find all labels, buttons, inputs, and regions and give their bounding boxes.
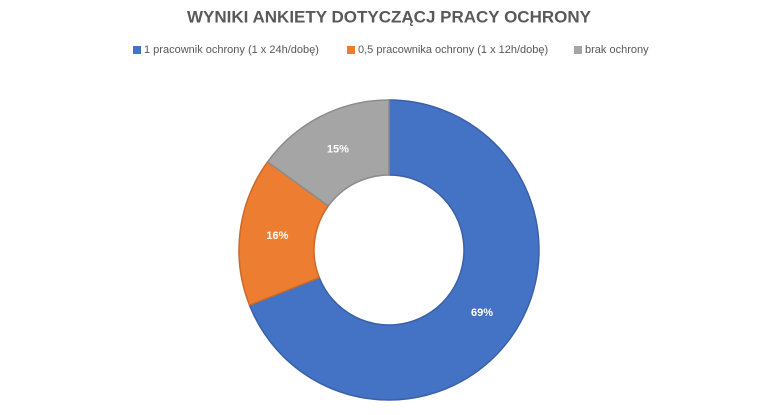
- value-label: 15%: [327, 144, 349, 156]
- value-label: 16%: [266, 230, 288, 242]
- donut-slice: [266, 99, 390, 207]
- legend-label: 1 pracownik ochrony (1 x 24h/dobę): [144, 44, 319, 56]
- donut-slice: [248, 99, 540, 401]
- legend-label: brak ochrony: [585, 44, 649, 56]
- legend-label: 0,5 pracownika ochrony (1 x 12h/dobę): [358, 44, 548, 56]
- legend-swatch: [133, 46, 141, 54]
- legend-swatch: [347, 46, 355, 54]
- value-label: 69%: [471, 307, 493, 319]
- legend-swatch: [574, 46, 582, 54]
- chart-title: WYNIKI ANKIETY DOTYCZĄCJ PRACY OCHRONY: [187, 7, 592, 26]
